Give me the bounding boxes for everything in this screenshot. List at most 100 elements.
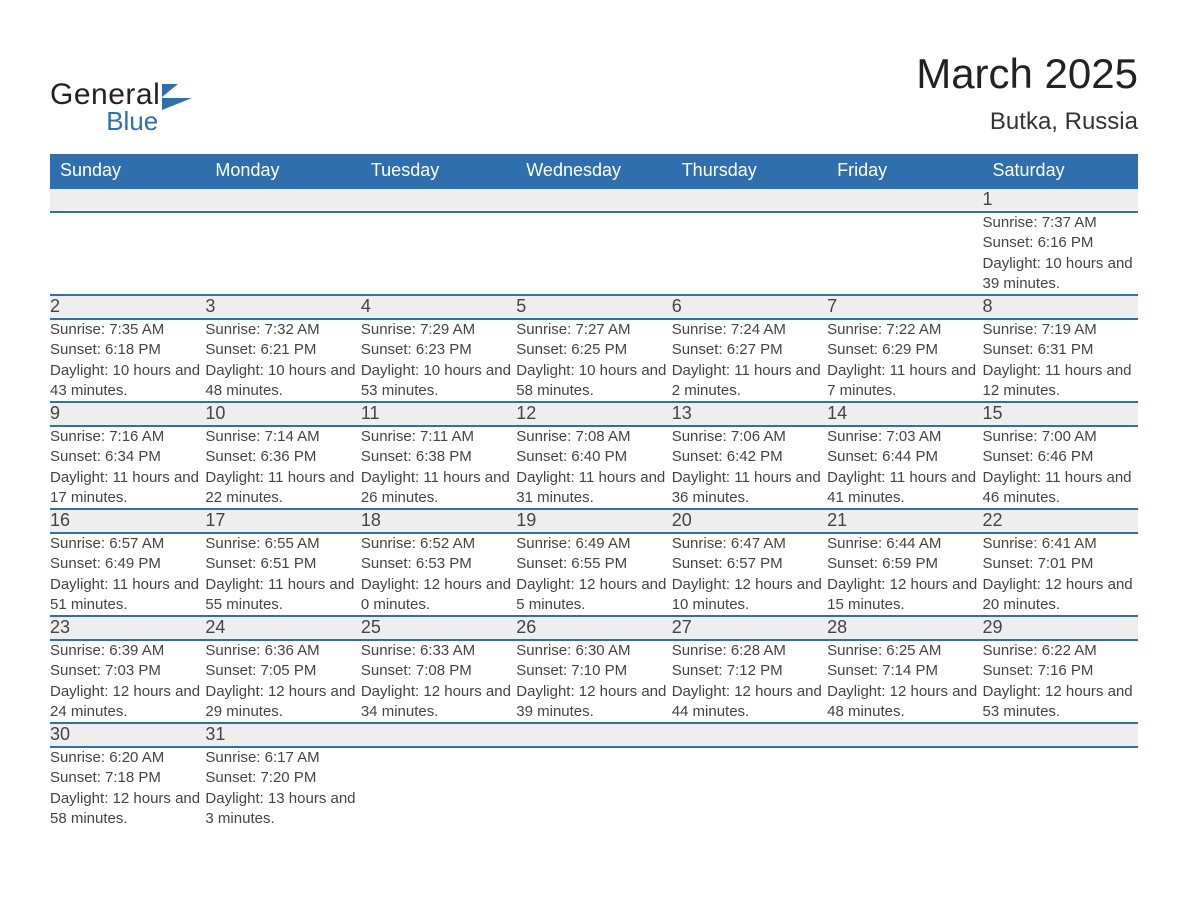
sunset-line: Sunset: 6:57 PM [672,554,827,574]
day-detail-cell: Sunrise: 6:49 AMSunset: 6:55 PMDaylight:… [516,533,671,616]
day-number-cell: 8 [983,295,1138,319]
day-detail-cell: Sunrise: 6:36 AMSunset: 7:05 PMDaylight:… [205,640,360,723]
day-detail-cell: Sunrise: 7:32 AMSunset: 6:21 PMDaylight:… [205,319,360,402]
sunrise-line: Sunrise: 6:52 AM [361,534,516,554]
day-header: Wednesday [516,154,671,188]
sunrise-line: Sunrise: 7:35 AM [50,320,205,340]
sunset-line: Sunset: 7:18 PM [50,768,205,788]
sunset-line: Sunset: 6:34 PM [50,447,205,467]
sunset-line: Sunset: 6:18 PM [50,340,205,360]
day-number-cell: 29 [983,616,1138,640]
sunset-line: Sunset: 6:59 PM [827,554,982,574]
day-number-cell: 14 [827,402,982,426]
daylight-line: Daylight: 12 hours and 48 minutes. [827,682,982,723]
day-header-row: SundayMondayTuesdayWednesdayThursdayFrid… [50,154,1138,188]
day-detail-cell: Sunrise: 6:22 AMSunset: 7:16 PMDaylight:… [983,640,1138,723]
sunset-line: Sunset: 6:23 PM [361,340,516,360]
sunset-line: Sunset: 6:42 PM [672,447,827,467]
day-number-cell: 7 [827,295,982,319]
day-number-cell: 23 [50,616,205,640]
day-number-cell: 10 [205,402,360,426]
day-detail-cell [827,212,982,295]
daynum-row: 2345678 [50,295,1138,319]
day-detail-cell: Sunrise: 7:14 AMSunset: 6:36 PMDaylight:… [205,426,360,509]
day-number-cell: 3 [205,295,360,319]
day-detail-cell [516,747,671,829]
daylight-line: Daylight: 11 hours and 51 minutes. [50,575,205,616]
day-header: Saturday [983,154,1138,188]
detail-row: Sunrise: 7:16 AMSunset: 6:34 PMDaylight:… [50,426,1138,509]
day-number-cell: 18 [361,509,516,533]
daylight-line: Daylight: 12 hours and 15 minutes. [827,575,982,616]
daylight-line: Daylight: 12 hours and 39 minutes. [516,682,671,723]
day-detail-cell [672,212,827,295]
daylight-line: Daylight: 11 hours and 46 minutes. [983,468,1138,509]
day-detail-cell: Sunrise: 6:17 AMSunset: 7:20 PMDaylight:… [205,747,360,829]
daylight-line: Daylight: 11 hours and 17 minutes. [50,468,205,509]
day-detail-cell: Sunrise: 7:27 AMSunset: 6:25 PMDaylight:… [516,319,671,402]
daylight-line: Daylight: 10 hours and 39 minutes. [983,254,1138,295]
sunset-line: Sunset: 6:36 PM [205,447,360,467]
day-number-cell [827,188,982,212]
day-detail-cell [50,212,205,295]
day-detail-cell [516,212,671,295]
detail-row: Sunrise: 6:20 AMSunset: 7:18 PMDaylight:… [50,747,1138,829]
daylight-line: Daylight: 11 hours and 36 minutes. [672,468,827,509]
sunset-line: Sunset: 6:38 PM [361,447,516,467]
sunrise-line: Sunrise: 6:20 AM [50,748,205,768]
sunset-line: Sunset: 7:10 PM [516,661,671,681]
detail-row: Sunrise: 6:57 AMSunset: 6:49 PMDaylight:… [50,533,1138,616]
sunrise-line: Sunrise: 7:27 AM [516,320,671,340]
day-number-cell [516,188,671,212]
sunset-line: Sunset: 7:03 PM [50,661,205,681]
day-detail-cell: Sunrise: 7:22 AMSunset: 6:29 PMDaylight:… [827,319,982,402]
daylight-line: Daylight: 12 hours and 5 minutes. [516,575,671,616]
day-detail-cell: Sunrise: 6:20 AMSunset: 7:18 PMDaylight:… [50,747,205,829]
sunset-line: Sunset: 6:49 PM [50,554,205,574]
daylight-line: Daylight: 10 hours and 58 minutes. [516,361,671,402]
day-detail-cell: Sunrise: 6:57 AMSunset: 6:49 PMDaylight:… [50,533,205,616]
sunrise-line: Sunrise: 6:25 AM [827,641,982,661]
day-number-cell: 6 [672,295,827,319]
day-number-cell: 24 [205,616,360,640]
day-detail-cell [361,212,516,295]
sunrise-line: Sunrise: 6:57 AM [50,534,205,554]
day-detail-cell: Sunrise: 7:00 AMSunset: 6:46 PMDaylight:… [983,426,1138,509]
day-detail-cell [983,747,1138,829]
daylight-line: Daylight: 11 hours and 41 minutes. [827,468,982,509]
day-number-cell: 2 [50,295,205,319]
sunset-line: Sunset: 6:44 PM [827,447,982,467]
daylight-line: Daylight: 10 hours and 53 minutes. [361,361,516,402]
page-title: March 2025 [916,50,1138,98]
day-number-cell [672,188,827,212]
sunrise-line: Sunrise: 7:14 AM [205,427,360,447]
day-number-cell: 13 [672,402,827,426]
sunrise-line: Sunrise: 6:39 AM [50,641,205,661]
day-detail-cell: Sunrise: 6:41 AMSunset: 7:01 PMDaylight:… [983,533,1138,616]
sunrise-line: Sunrise: 7:19 AM [983,320,1138,340]
sunrise-line: Sunrise: 6:36 AM [205,641,360,661]
daynum-row: 1 [50,188,1138,212]
day-detail-cell: Sunrise: 7:06 AMSunset: 6:42 PMDaylight:… [672,426,827,509]
day-number-cell: 17 [205,509,360,533]
sunrise-line: Sunrise: 6:47 AM [672,534,827,554]
sunrise-line: Sunrise: 6:44 AM [827,534,982,554]
daynum-row: 3031 [50,723,1138,747]
day-number-cell [672,723,827,747]
day-detail-cell: Sunrise: 6:47 AMSunset: 6:57 PMDaylight:… [672,533,827,616]
daylight-line: Daylight: 12 hours and 20 minutes. [983,575,1138,616]
daylight-line: Daylight: 12 hours and 53 minutes. [983,682,1138,723]
day-detail-cell: Sunrise: 7:03 AMSunset: 6:44 PMDaylight:… [827,426,982,509]
sunrise-line: Sunrise: 6:30 AM [516,641,671,661]
sunset-line: Sunset: 7:08 PM [361,661,516,681]
day-number-cell: 28 [827,616,982,640]
brand-line2: Blue [50,108,160,134]
day-detail-cell: Sunrise: 6:28 AMSunset: 7:12 PMDaylight:… [672,640,827,723]
sunrise-line: Sunrise: 7:00 AM [983,427,1138,447]
day-detail-cell: Sunrise: 7:19 AMSunset: 6:31 PMDaylight:… [983,319,1138,402]
daylight-line: Daylight: 10 hours and 48 minutes. [205,361,360,402]
sunrise-line: Sunrise: 6:49 AM [516,534,671,554]
sunset-line: Sunset: 6:25 PM [516,340,671,360]
detail-row: Sunrise: 6:39 AMSunset: 7:03 PMDaylight:… [50,640,1138,723]
daylight-line: Daylight: 12 hours and 24 minutes. [50,682,205,723]
